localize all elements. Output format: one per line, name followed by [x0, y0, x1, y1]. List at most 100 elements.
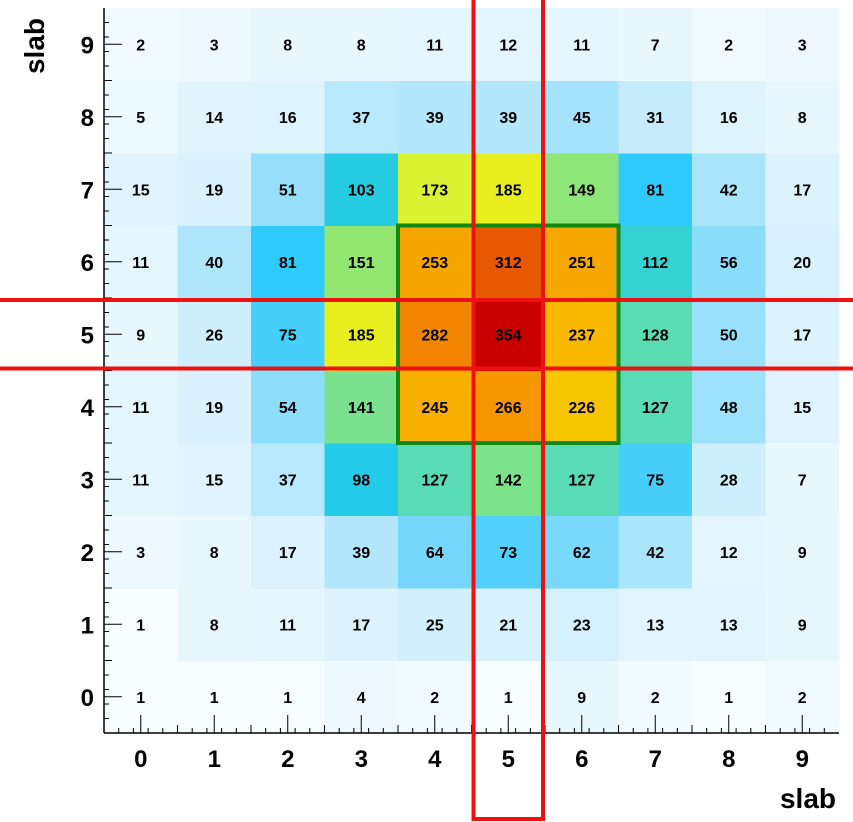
cell-value-9-2: 9: [798, 545, 807, 562]
heatmap-cell-6-7: [545, 153, 619, 226]
cell-value-6-0: 9: [577, 690, 586, 707]
cell-value-5-8: 39: [499, 110, 517, 127]
heatmap-cell-6-5: [545, 298, 619, 371]
x-tick-label-3: 3: [355, 746, 368, 773]
cell-value-9-0: 2: [798, 690, 807, 707]
heatmap-cell-5-1: [471, 588, 546, 661]
heatmap-cell-2-5: [251, 298, 325, 371]
heatmap-cell-2-7: [251, 153, 325, 226]
cell-value-4-1: 25: [426, 617, 444, 634]
heatmap-cell-1-2: [177, 515, 252, 589]
cell-value-5-0: 1: [504, 690, 513, 707]
heatmap-cell-9-6: [765, 225, 840, 299]
heatmap-cell-7-6: [618, 225, 693, 299]
heatmap-cell-3-8: [324, 80, 399, 154]
cell-value-4-2: 64: [426, 545, 444, 562]
cell-value-1-2: 8: [210, 545, 219, 562]
heatmap-cell-3-1: [324, 588, 399, 661]
cell-value-5-7: 185: [495, 182, 522, 199]
heatmap-cell-9-7: [765, 153, 840, 226]
y-tick-label-0: 0: [81, 685, 94, 712]
cell-value-7-3: 75: [646, 472, 664, 489]
cell-value-6-8: 45: [573, 110, 591, 127]
cell-value-7-0: 2: [651, 690, 660, 707]
cell-value-3-7: 103: [348, 182, 375, 199]
cell-value-5-5: 354: [495, 327, 522, 344]
cell-value-8-6: 56: [720, 255, 738, 272]
cell-value-5-4: 266: [495, 400, 522, 417]
heatmap-cell-7-4: [618, 370, 693, 444]
x-tick-label-7: 7: [649, 746, 662, 773]
cell-value-2-7: 51: [279, 182, 297, 199]
cell-value-9-6: 20: [793, 255, 811, 272]
heatmap-cell-7-1: [618, 588, 693, 661]
cell-value-3-1: 17: [352, 617, 370, 634]
cell-value-2-3: 37: [279, 472, 297, 489]
cell-value-8-5: 50: [720, 327, 738, 344]
cell-value-8-7: 42: [720, 182, 738, 199]
cell-value-7-5: 128: [642, 327, 669, 344]
cell-value-6-6: 251: [568, 255, 595, 272]
cell-value-4-8: 39: [426, 110, 444, 127]
heatmap-cell-8-8: [692, 80, 766, 154]
heatmap-cell-7-7: [618, 153, 693, 226]
cell-value-2-6: 81: [279, 255, 297, 272]
cell-value-0-6: 11: [132, 255, 149, 272]
cell-value-1-8: 14: [205, 110, 223, 127]
cell-value-labels: 1 1 1 4 2 1 9 2 1 21 8 11 17 25 21 23 13 13 93 8 17 39 64 73 62 4…: [132, 37, 811, 707]
cell-value-8-1: 13: [720, 617, 738, 634]
heatmap-cell-3-2: [324, 515, 399, 589]
cell-value-9-8: 8: [798, 110, 807, 127]
heatmap-cell-4-1: [398, 588, 472, 661]
cell-value-0-5: 9: [136, 327, 145, 344]
heatmap-cell-6-3: [545, 443, 619, 516]
y-tick-label-2: 2: [81, 540, 94, 567]
cell-value-4-4: 245: [421, 400, 448, 417]
heatmap-cell-8-4: [692, 370, 766, 444]
cell-value-8-9: 2: [724, 37, 733, 54]
cell-value-3-3: 98: [352, 472, 370, 489]
cell-value-4-6: 253: [421, 255, 448, 272]
y-tick-label-5: 5: [81, 322, 94, 349]
cell-value-2-8: 16: [279, 110, 297, 127]
heatmap-cell-7-5: [618, 298, 693, 371]
cell-value-7-7: 81: [646, 182, 664, 199]
heatmap-cell-8-9: [692, 8, 766, 81]
cell-value-1-0: 1: [210, 690, 219, 707]
cell-value-6-9: 11: [573, 37, 590, 54]
highlight-box-3x3: [396, 223, 621, 445]
heatmap-cell-3-6: [324, 225, 399, 299]
heatmap-cell-5-7: [471, 153, 546, 226]
cell-value-8-3: 28: [720, 472, 738, 489]
heatmap-cell-1-4: [177, 370, 252, 444]
cell-value-6-3: 127: [568, 472, 595, 489]
cell-value-9-1: 9: [798, 617, 807, 634]
cell-value-2-0: 1: [283, 690, 292, 707]
y-tick-label-3: 3: [81, 467, 94, 494]
cell-value-0-7: 15: [132, 182, 150, 199]
cell-value-3-8: 37: [352, 110, 370, 127]
cell-value-7-2: 42: [646, 545, 664, 562]
cell-value-1-4: 19: [205, 400, 223, 417]
heatmap-cell-2-1: [251, 588, 325, 661]
heatmap-cell-1-9: [177, 8, 252, 81]
y-tick-label-1: 1: [81, 612, 94, 639]
y-tick-label-8: 8: [81, 105, 94, 132]
heatmap-cell-6-6: [545, 225, 619, 299]
cell-value-4-7: 173: [421, 182, 448, 199]
cell-value-3-6: 151: [348, 255, 375, 272]
heatmap-cell-1-5: [177, 298, 252, 371]
cell-value-0-0: 1: [136, 690, 145, 707]
heatmap-cell-3-9: [324, 8, 399, 81]
heatmap-cell-8-3: [692, 443, 766, 516]
x-tick-label-0: 0: [134, 746, 147, 773]
y-axis-title: slab: [19, 18, 50, 74]
cell-value-3-4: 141: [348, 400, 375, 417]
heatmap-cell-2-6: [251, 225, 325, 299]
cell-value-0-9: 2: [136, 37, 145, 54]
x-tick-label-9: 9: [796, 746, 809, 773]
heatmap-cell-1-1: [177, 588, 252, 661]
cell-value-4-9: 11: [426, 37, 443, 54]
